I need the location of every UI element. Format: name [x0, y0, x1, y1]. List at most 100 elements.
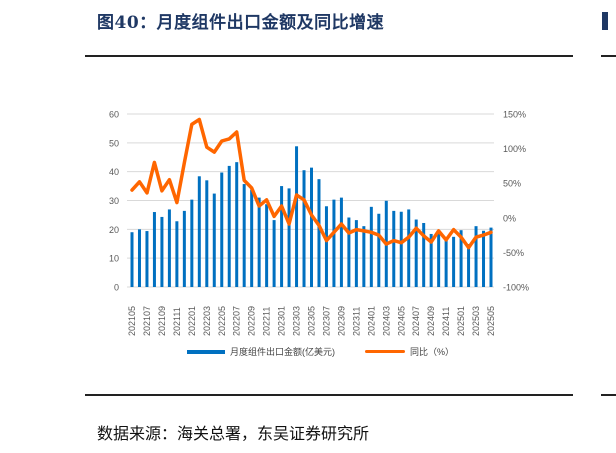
bar-202307 — [324, 206, 328, 287]
bar-202412 — [452, 236, 456, 287]
bar-202202 — [197, 176, 201, 287]
x-axis-tick: 202111 — [172, 307, 182, 336]
x-axis-tick: 202411 — [441, 307, 451, 336]
bar-202301 — [280, 186, 284, 287]
bar-202305 — [310, 167, 313, 287]
bar-202409 — [429, 233, 433, 287]
bar-202504 — [482, 230, 486, 287]
bar-202411 — [444, 238, 448, 287]
right-axis-tick: 50% — [503, 179, 521, 189]
bottom-rule — [85, 394, 573, 396]
x-axis-tick: 202305 — [307, 306, 317, 336]
bar-202309 — [339, 197, 343, 287]
bar-202205 — [220, 172, 224, 287]
legend-bar-label: 月度组件出口金额(亿美元) — [230, 347, 335, 357]
x-axis-tick: 202311 — [351, 307, 361, 336]
bar-202105 — [130, 232, 134, 287]
left-axis-tick: 20 — [109, 225, 119, 235]
x-axis-tick: 202105 — [127, 306, 137, 336]
bar-202112 — [182, 210, 186, 287]
bar-202110 — [167, 209, 171, 287]
bar-202212 — [272, 220, 276, 287]
bar-202410 — [437, 231, 441, 287]
bar-202209 — [250, 189, 254, 287]
bar-202306 — [317, 179, 321, 287]
bar-202108 — [152, 212, 156, 287]
x-axis-tick: 202211 — [262, 307, 272, 336]
x-axis-tick: 202403 — [381, 306, 391, 336]
bar-202302 — [287, 188, 291, 287]
bar-202207 — [235, 162, 239, 287]
bar-202401 — [369, 206, 373, 287]
x-axis-tick: 202207 — [232, 306, 242, 336]
x-axis-tick: 202309 — [336, 306, 346, 336]
x-axis-tick: 202205 — [217, 306, 227, 336]
adjacent-figure-title-fragment — [602, 12, 608, 30]
yoy-line — [130, 117, 493, 250]
bar-202310 — [347, 217, 351, 287]
bar-202407 — [414, 219, 418, 287]
bar-202203 — [205, 180, 209, 287]
bar-202201 — [190, 199, 194, 287]
bar-202303 — [295, 146, 299, 287]
bar-202405 — [399, 211, 403, 287]
bar-202503 — [474, 226, 478, 287]
bar-202111 — [175, 221, 179, 287]
bar-202109 — [160, 216, 164, 287]
top-rule — [85, 55, 573, 57]
bar-202210 — [257, 197, 261, 287]
bar-202402 — [377, 213, 381, 287]
bar-202308 — [332, 199, 336, 287]
legend-line-swatch — [365, 350, 405, 353]
bar-202501 — [459, 230, 463, 287]
bar-202107 — [145, 231, 149, 287]
bar-202304 — [302, 170, 306, 287]
right-axis-tick: 150% — [503, 110, 526, 120]
bar-202204 — [212, 193, 216, 287]
bar-202406 — [407, 209, 411, 287]
data-source-note: 数据来源：海关总署，东吴证券研究所 — [97, 424, 370, 443]
x-axis-tick: 202301 — [277, 306, 287, 336]
left-axis-tick: 40 — [109, 167, 119, 177]
figure-title: 图40：月度组件出口金额及同比增速 — [97, 13, 385, 33]
adjacent-top-rule — [601, 55, 616, 57]
bar-202404 — [392, 210, 396, 287]
x-axis-tick: 202401 — [366, 306, 376, 336]
left-axis-tick: 10 — [109, 254, 119, 264]
bar-202408 — [422, 222, 426, 287]
x-axis-tick: 202109 — [157, 306, 167, 336]
x-axis-tick: 202409 — [426, 306, 436, 336]
legend-line-label: 同比（%） — [410, 347, 455, 357]
right-axis-tick: -100% — [503, 283, 529, 293]
x-axis-tick: 202405 — [396, 306, 406, 336]
right-axis-tick: -50% — [503, 248, 524, 258]
x-axis-tick: 202407 — [411, 306, 421, 336]
bar-202106 — [137, 229, 141, 287]
bar-202502 — [467, 244, 471, 287]
x-axis-tick: 202503 — [471, 306, 481, 336]
x-axis-tick: 202303 — [292, 306, 302, 336]
left-axis-tick: 30 — [109, 196, 119, 206]
right-axis-tick: 0% — [503, 213, 516, 223]
bar-202312 — [362, 226, 366, 287]
x-axis-tick: 202203 — [202, 306, 212, 336]
x-axis-tick: 202505 — [486, 306, 496, 336]
bar-202211 — [265, 204, 269, 287]
chart-legend: 月度组件出口金额(亿美元) 同比（%） — [187, 345, 454, 358]
bar-202206 — [227, 165, 231, 287]
left-axis-tick: 60 — [109, 110, 119, 120]
x-axis-tick: 202201 — [187, 306, 197, 336]
left-axis-tick: 0 — [114, 283, 119, 293]
x-axis-tick: 202501 — [456, 306, 466, 336]
bar-202208 — [242, 184, 246, 287]
bar-202311 — [354, 220, 358, 287]
x-axis-tick: 202107 — [142, 306, 152, 336]
left-axis-tick: 50 — [109, 138, 119, 148]
right-axis-tick: 100% — [503, 144, 526, 154]
x-axis-tick: 202209 — [247, 306, 257, 336]
adjacent-source-fragment — [606, 420, 616, 438]
x-axis-tick: 202307 — [321, 306, 331, 336]
legend-bar-swatch — [187, 349, 225, 354]
bar-202505 — [489, 227, 493, 287]
